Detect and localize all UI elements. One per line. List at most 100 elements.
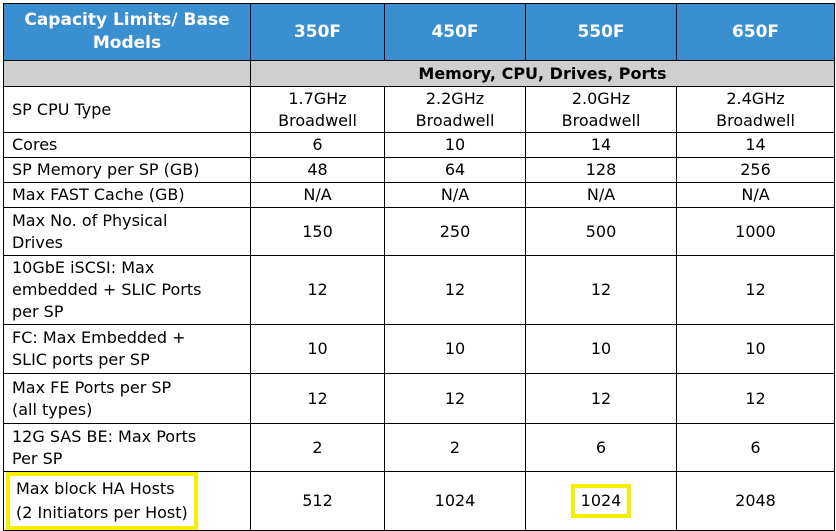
value-cell: 12 [250,373,385,424]
cell-text: N/A [303,185,332,204]
value-cell: 1024 [384,471,526,531]
value-cell: 12 [525,373,677,424]
cell-text: SLIC ports per SP [12,350,150,369]
highlight-box: 1024 [570,484,632,518]
row-label: 12G SAS BE: Max Ports Per SP [3,423,251,472]
section-title: Memory, CPU, Drives, Ports [250,60,835,87]
row-label: Max FAST Cache (GB) [3,182,251,208]
header-cell: 650F [676,3,835,61]
header-cell: 450F [384,3,526,61]
value-cell: N/A [250,182,385,208]
table-row: 12G SAS BE: Max Ports Per SP 2 2 6 6 [3,423,835,472]
value-cell: 1000 [676,207,835,256]
cell-text: 12 [745,280,766,299]
table-row: Max block HA Hosts (2 Initiators per Host… [3,471,835,531]
value-cell: 2048 [676,471,835,531]
cell-text: 64 [444,160,466,179]
row-label: Max block HA Hosts (2 Initiators per Host… [3,471,251,531]
cell-text: FC: Max Embedded + [12,328,186,347]
cell-text: 12 [590,280,612,299]
cell-text: 48 [307,160,328,179]
cell-text: 128 [585,160,617,179]
value-cell: 10 [384,132,526,158]
cell-text: 10 [745,339,766,358]
cell-text: per SP [12,302,64,321]
cell-text: Broadwell [415,110,495,130]
cell-text: 6 [595,437,607,457]
value-cell: 250 [384,207,526,256]
value-cell: 14 [676,132,835,158]
cell-text: (all types) [12,399,93,419]
cell-text: Drives [12,232,63,252]
value-cell: 500 [525,207,677,256]
value-cell: 12 [525,255,677,325]
cell-text: 512 [302,491,333,510]
cell-text: 1024 [434,491,476,510]
cell-text: 250 [439,221,471,241]
value-cell: 6 [525,423,677,472]
section-blank [3,60,251,87]
table-row: Max No. of Physical Drives 150 250 500 1000 [3,207,835,256]
cell-text: 12 [444,388,466,408]
cell-text: Broadwell [278,110,357,130]
cell-text: embedded + SLIC Ports [12,280,202,299]
value-cell: 64 [384,157,526,183]
value-cell: 10 [676,324,835,374]
value-cell: 256 [676,157,835,183]
cell-text: 2.0GHz [571,88,631,108]
value-cell: 1.7GHz Broadwell [250,86,385,133]
cell-text: 10GbE iSCSI: Max [12,258,155,277]
value-cell: N/A [676,182,835,208]
value-cell: N/A [384,182,526,208]
value-cell: 2 [250,423,385,472]
cell-text: 14 [590,135,612,154]
cell-text: 12 [444,280,466,299]
value-cell: 6 [676,423,835,472]
row-label: SP Memory per SP (GB) [3,157,251,183]
value-cell: 2.4GHz Broadwell [676,86,835,133]
value-cell: 12 [384,255,526,325]
cell-text: Max FE Ports per SP [12,377,172,397]
value-cell: N/A [525,182,677,208]
value-cell: 2.0GHz Broadwell [525,86,677,133]
cell-text: 12 [590,388,612,408]
cell-text: 6 [750,437,761,457]
value-cell: 12 [676,373,835,424]
value-cell: 1024 [525,471,677,531]
cell-text: 2.2GHz [425,88,485,108]
cell-text: 2 [312,437,323,457]
cell-text: 1024 [580,491,622,510]
cell-text: N/A [741,185,770,204]
table-row: 10GbE iSCSI: Max embedded + SLIC Ports per… [3,255,835,325]
cell-text: 150 [302,221,333,241]
cell-text: Cores [12,135,58,154]
table-row: Max FAST Cache (GB) N/A N/A N/A N/A [3,182,835,208]
value-cell: 10 [384,324,526,374]
table-row: FC: Max Embedded + SLIC ports per SP 10 10 1… [3,324,835,374]
highlight-box: Max block HA Hosts (2 Initiators per Host… [6,472,198,530]
value-cell: 512 [250,471,385,531]
value-cell: 14 [525,132,677,158]
value-cell: 10 [250,324,385,374]
cell-text: N/A [440,185,470,204]
value-cell: 2.2GHz Broadwell [384,86,526,133]
section-row: Memory, CPU, Drives, Ports [3,60,835,87]
cell-text: 12 [307,280,328,299]
cell-text: Broadwell [561,110,641,130]
row-label: Max FE Ports per SP (all types) [3,373,251,424]
cell-text: 12 [745,388,766,408]
header-row: Capacity Limits/ Base Models 350F 450F 5… [3,3,835,61]
cell-text: SP CPU Type [12,99,112,119]
value-cell: 12 [676,255,835,325]
cell-text: 12 [307,388,328,408]
cell-text: 2.4GHz [726,88,785,108]
cell-text: 10 [444,339,466,358]
cell-text: 2 [449,437,461,457]
cell-text: 2048 [735,491,776,510]
value-cell: 150 [250,207,385,256]
value-cell: 48 [250,157,385,183]
table-row: SP Memory per SP (GB) 48 64 128 256 [3,157,835,183]
value-cell: 2 [384,423,526,472]
table-row: Max FE Ports per SP (all types) 12 12 12 12 [3,373,835,424]
cell-text: 256 [740,160,771,179]
